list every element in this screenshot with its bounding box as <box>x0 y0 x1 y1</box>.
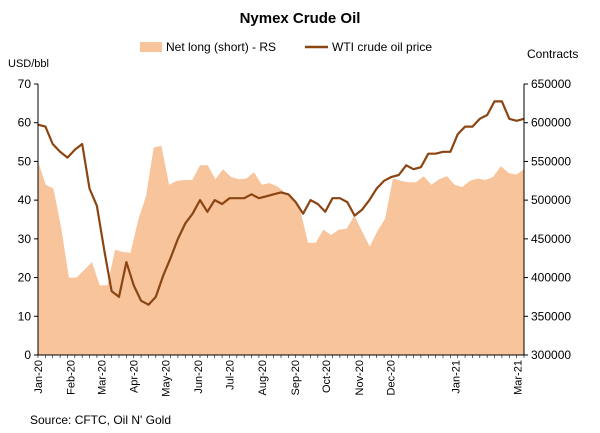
left-tick-label: 30 <box>18 232 32 246</box>
right-tick-label: 300000 <box>531 348 571 362</box>
left-axis-unit: USD/bbl <box>8 58 49 70</box>
left-tick-label: 50 <box>18 154 32 168</box>
right-tick-label: 500000 <box>531 193 571 207</box>
x-tick-label: Oct-20 <box>321 360 333 393</box>
left-tick-label: 20 <box>18 271 32 285</box>
legend-label-wti: WTI crude oil price <box>332 40 432 54</box>
x-tick-label: Jun-20 <box>193 360 205 394</box>
x-tick-label: Feb-20 <box>65 360 77 395</box>
left-tick-label: 70 <box>18 77 32 91</box>
x-tick-label: Nov-20 <box>354 360 366 395</box>
chart-title: Nymex Crude Oil <box>240 10 361 27</box>
legend-label-net-long: Net long (short) - RS <box>166 40 276 54</box>
right-tick-label: 350000 <box>531 309 571 323</box>
x-tick-label: Aug-20 <box>257 360 269 395</box>
left-tick-label: 60 <box>18 116 32 130</box>
source-note: Source: CFTC, Oil N' Gold <box>30 413 171 427</box>
right-tick-label: 400000 <box>531 271 571 285</box>
right-tick-label: 450000 <box>531 232 571 246</box>
x-tick-label: Sep-20 <box>290 360 302 395</box>
left-axis-ticks: 0 10 20 30 40 50 60 70 <box>18 77 38 362</box>
right-tick-label: 600000 <box>531 116 571 130</box>
x-tick-label: Apr-20 <box>129 360 141 393</box>
x-tick-label: Mar-21 <box>512 360 524 395</box>
x-tick-label: Jan-20 <box>33 360 45 394</box>
right-tick-label: 550000 <box>531 154 571 168</box>
legend-swatch-net-long <box>140 42 162 52</box>
x-tick-label: Jan-21 <box>451 360 463 394</box>
x-tick-label: May-20 <box>160 360 172 397</box>
right-tick-label: 650000 <box>531 77 571 91</box>
right-axis-unit: Contracts <box>527 47 578 61</box>
wti-price-line <box>37 100 525 306</box>
x-tick-label: Mar-20 <box>96 360 108 395</box>
left-tick-label: 10 <box>18 309 32 323</box>
net-long-area <box>38 145 524 355</box>
left-tick-label: 40 <box>18 193 32 207</box>
right-axis-ticks: 300000 350000 400000 450000 500000 550000 6000… <box>524 77 571 362</box>
x-tick-label: Dec-20 <box>386 360 398 395</box>
x-axis-ticks: Jan-20 Feb-20 Mar-20 Apr-20 May-20 Jun-20 Jul-… <box>33 355 524 397</box>
legend: Net long (short) - RS WTI crude oil pric… <box>140 40 432 54</box>
x-tick-label: Jul-20 <box>224 360 236 390</box>
left-tick-label: 0 <box>24 348 31 362</box>
